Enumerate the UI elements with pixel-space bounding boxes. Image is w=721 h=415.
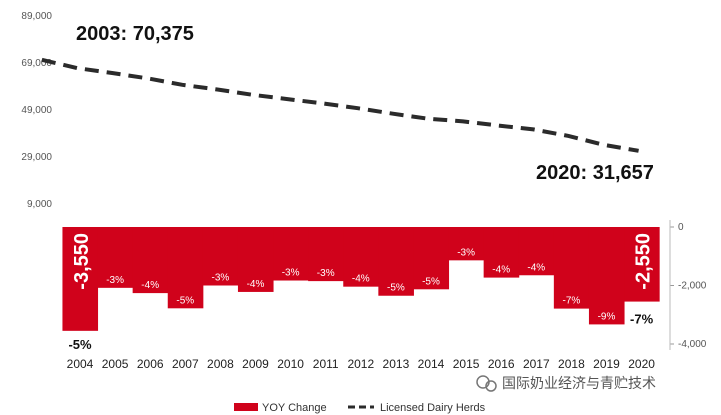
left-tick-label: 49,000 (21, 105, 52, 116)
left-axis: 89,000 69,000 49,000 29,000 9,000 (21, 11, 52, 210)
bar-pct-label-2012: -4% (352, 274, 370, 285)
bar-pct-label-2005: -3% (106, 275, 124, 286)
bar-2013 (378, 227, 414, 296)
x-tick-label-2006: 2006 (137, 357, 164, 371)
start-annotation: 2003: 70,375 (76, 23, 194, 45)
x-tick-label-2016: 2016 (488, 357, 515, 371)
bar-pct-label-2009: -4% (247, 279, 265, 290)
bar-2018 (553, 227, 590, 309)
right-axis: 0 -2,000 -4,000 (669, 220, 707, 350)
bar-2012 (343, 227, 379, 287)
wechat-icon-small (485, 380, 497, 392)
line-series (41, 57, 639, 153)
x-tick-label-2005: 2005 (102, 357, 129, 371)
bar-pct-label-2018: -7% (563, 296, 581, 307)
left-tick-label: 69,000 (21, 58, 52, 69)
bar-pct-label-2019: -9% (598, 311, 616, 322)
bar-pct-label-2015: -3% (457, 247, 475, 258)
bars: -5% -3,550 -3% -4% -5% -3% -4% -3% -3% -4% -5% -5% -… (62, 227, 660, 352)
x-tick-label-2015: 2015 (453, 357, 480, 371)
right-tick-label: -4,000 (678, 339, 707, 350)
x-tick-label-2019: 2019 (593, 357, 620, 371)
bar-pct-label-2010: -3% (282, 268, 300, 279)
bar-2014 (413, 227, 450, 290)
bar-pct-label-2008: -3% (212, 273, 230, 284)
bar-pct-label-2014: -5% (422, 276, 440, 287)
bar-pct-label-2007: -5% (176, 295, 194, 306)
bar-2020 (624, 227, 660, 302)
bar-pct-label-2011: -3% (317, 268, 335, 279)
bar-2019 (588, 227, 625, 325)
right-tick-label: -2,000 (678, 281, 707, 292)
legend-bar-swatch (234, 403, 258, 411)
bar-2011 (308, 227, 344, 282)
bar-2006 (132, 227, 169, 294)
bar-2015 (448, 227, 485, 261)
x-tick-label-2004: 2004 (67, 357, 94, 371)
x-tick-label-2017: 2017 (523, 357, 550, 371)
x-tick-label-2009: 2009 (242, 357, 269, 371)
watermark-left-text: 大数跨境 (2, 395, 46, 409)
right-tick-label: 0 (678, 222, 684, 233)
bar-pct-label-2004: -5% (68, 337, 92, 352)
left-tick-label: 29,000 (21, 152, 52, 163)
legend-line-label: Licensed Dairy Herds (380, 402, 486, 414)
x-tick-label-2020: 2020 (628, 357, 655, 371)
bar-pct-label-2017: -4% (527, 262, 545, 273)
legend-bar-label: YOY Change (262, 402, 327, 414)
watermark-left: 大数跨境 (2, 395, 46, 409)
first-bar-value: -3,550 (71, 233, 93, 290)
bar-pct-label-2006: -4% (141, 280, 159, 291)
x-tick-label-2014: 2014 (418, 357, 445, 371)
watermark-right-text: 国际奶业经济与青贮技术 (502, 376, 656, 392)
x-tick-label-2013: 2013 (383, 357, 410, 371)
bar-pct-label-2013: -5% (387, 283, 405, 294)
x-tick-label-2010: 2010 (277, 357, 304, 371)
watermark-right: 国际奶业经济与青贮技术 (476, 375, 656, 392)
bar-2016 (483, 227, 520, 278)
left-tick-label: 9,000 (27, 199, 52, 210)
bar-2008 (202, 227, 239, 286)
end-annotation: 2020: 31,657 (536, 162, 654, 184)
left-tick-label: 89,000 (21, 11, 52, 22)
bar-pct-label-2016: -4% (492, 265, 510, 276)
bar-2017 (518, 227, 555, 276)
bar-2009 (237, 227, 274, 292)
x-axis: 2004 2005 2006 2007 2008 2009 2010 2011 2012 2013… (67, 357, 656, 371)
bar-2004 (62, 227, 99, 331)
x-tick-label-2018: 2018 (558, 357, 585, 371)
bar-2005 (97, 227, 134, 288)
x-tick-label-2012: 2012 (347, 357, 374, 371)
x-tick-label-2008: 2008 (207, 357, 234, 371)
bar-2010 (273, 227, 309, 281)
last-bar-value: -2,550 (633, 233, 655, 290)
legend: YOY Change Licensed Dairy Herds (234, 402, 486, 414)
x-tick-label-2007: 2007 (172, 357, 199, 371)
x-tick-label-2011: 2011 (313, 357, 339, 371)
bar-pct-label-2020: -7% (630, 312, 654, 327)
bar-2007 (167, 227, 204, 309)
herds-line (41, 57, 639, 153)
